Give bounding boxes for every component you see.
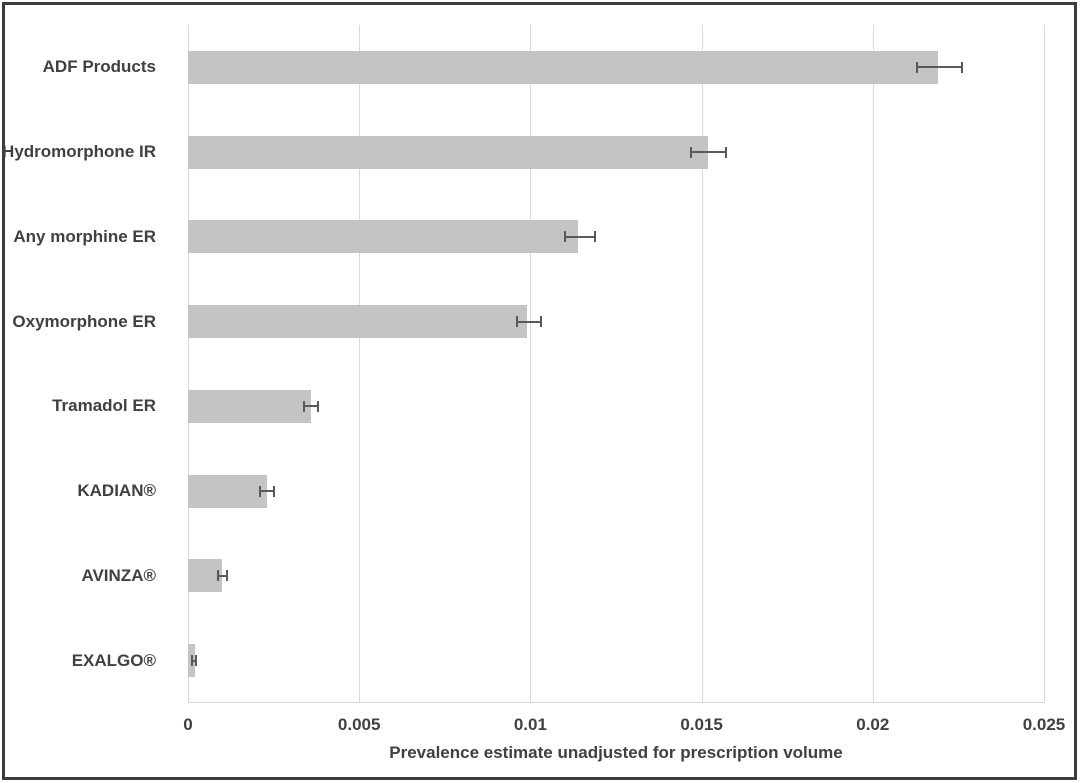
bar <box>188 559 223 593</box>
error-bar-cap-high <box>960 61 963 73</box>
gridline <box>188 25 189 703</box>
error-bar-cap-low <box>916 61 919 73</box>
bar <box>188 389 312 423</box>
error-bar-cap-low <box>258 485 261 497</box>
error-bar-cap-high <box>724 146 727 158</box>
bar <box>188 135 709 169</box>
error-bar-cap-low <box>303 400 306 412</box>
gridline <box>530 25 532 703</box>
error-bar <box>259 490 274 493</box>
category-label: Tramadol ER <box>52 396 156 416</box>
gridline <box>701 25 703 703</box>
bar <box>188 220 579 254</box>
x-tick-label: 0 <box>183 715 193 734</box>
error-bar <box>192 659 196 662</box>
x-tick-label: 0.015 <box>680 715 723 734</box>
category-label: EXALGO® <box>71 650 156 670</box>
error-bar-cap-high <box>317 400 320 412</box>
error-bar-cap-high <box>272 485 275 497</box>
gridline <box>872 25 874 703</box>
category-label: Any morphine ER <box>13 226 156 246</box>
error-bar <box>218 574 228 577</box>
error-bar-cap-high <box>226 570 229 582</box>
x-tick-label: 0.02 <box>856 715 890 734</box>
category-label: Hydromorphone IR <box>2 142 156 162</box>
category-label: ADF Products <box>42 57 156 77</box>
y-axis-category-labels: ADF Products Hydromorphone IR Any morphine… <box>2 25 172 703</box>
bar <box>188 305 527 339</box>
x-tick-label: 0.025 <box>1022 715 1066 734</box>
x-axis-title: Prevalence estimate unadjusted for presc… <box>389 743 843 762</box>
x-axis-line <box>188 702 1044 703</box>
error-bar-cap-low <box>515 316 518 328</box>
category-label: AVINZA® <box>81 565 156 585</box>
gridline <box>359 25 361 703</box>
plot-area <box>188 25 1045 703</box>
error-bar <box>564 235 596 238</box>
x-tick-label: 0.005 <box>337 715 381 734</box>
error-bar-cap-high <box>194 655 197 667</box>
gridline <box>1044 25 1045 703</box>
error-bar-cap-low <box>563 231 566 243</box>
bar <box>188 50 938 84</box>
error-bar <box>304 405 319 408</box>
error-bar-cap-low <box>191 655 194 667</box>
category-label: Oxymorphone ER <box>12 311 156 331</box>
bar <box>188 474 267 508</box>
error-bar-cap-high <box>539 316 542 328</box>
category-label: KADIAN® <box>77 481 156 501</box>
error-bar <box>691 151 726 154</box>
x-tick-label: 0.01 <box>513 715 547 734</box>
error-bar-cap-high <box>594 231 597 243</box>
error-bar-cap-low <box>217 570 220 582</box>
error-bar-cap-low <box>690 146 693 158</box>
error-bar <box>516 320 541 323</box>
error-bar <box>917 66 962 69</box>
